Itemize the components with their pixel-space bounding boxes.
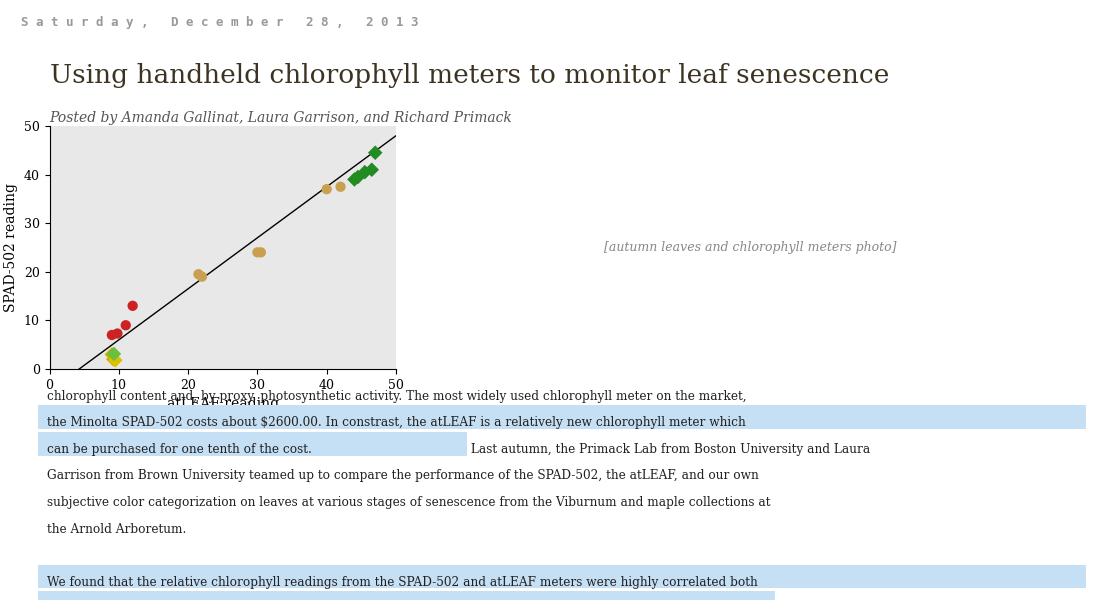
Text: Last autumn, the Primack Lab from Boston University and Laura: Last autumn, the Primack Lab from Boston… xyxy=(468,443,870,456)
Text: Using handheld chlorophyll meters to monitor leaf senescence: Using handheld chlorophyll meters to mon… xyxy=(50,63,889,88)
Point xyxy=(356,167,374,177)
Text: the Arnold Arboretum.: the Arnold Arboretum. xyxy=(47,523,187,536)
Text: S a t u r d a y ,   D e c e m b e r   2 8 ,   2 0 1 3: S a t u r d a y , D e c e m b e r 2 8 , … xyxy=(21,16,418,29)
FancyBboxPatch shape xyxy=(39,591,775,600)
Point xyxy=(124,301,142,311)
Point xyxy=(349,172,366,182)
Point xyxy=(106,349,123,359)
Point xyxy=(109,329,126,338)
Text: Posted by Amanda Gallinat, Laura Garrison, and Richard Primack: Posted by Amanda Gallinat, Laura Garriso… xyxy=(50,112,513,125)
Point xyxy=(318,184,336,194)
Text: We found that the relative chlorophyll readings from the SPAD-502 and atLEAF met: We found that the relative chlorophyll r… xyxy=(47,576,758,589)
Point xyxy=(345,175,363,184)
Point xyxy=(189,269,207,279)
Text: Garrison from Brown University teamed up to compare the performance of the SPAD-: Garrison from Brown University teamed up… xyxy=(47,469,759,482)
Point xyxy=(249,248,266,257)
Text: [autumn leaves and chlorophyll meters photo]: [autumn leaves and chlorophyll meters ph… xyxy=(605,241,896,254)
Text: chlorophyll content and, by proxy, photosynthetic activity. The most widely used: chlorophyll content and, by proxy, photo… xyxy=(47,390,747,403)
Text: can be purchased for one tenth of the cost.: can be purchased for one tenth of the co… xyxy=(47,443,312,456)
Point xyxy=(117,320,134,330)
X-axis label: atLEAF reading: atLEAF reading xyxy=(167,397,278,411)
Point xyxy=(194,272,211,281)
Point xyxy=(363,165,381,175)
Point xyxy=(103,330,121,340)
FancyBboxPatch shape xyxy=(39,405,1086,429)
Point xyxy=(107,355,124,365)
FancyBboxPatch shape xyxy=(39,432,468,455)
Text: subjective color categorization on leaves at various stages of senescence from t: subjective color categorization on leave… xyxy=(47,496,771,509)
Point xyxy=(332,182,350,191)
Point xyxy=(103,350,121,359)
Point xyxy=(366,148,384,158)
Point xyxy=(104,355,122,364)
Point xyxy=(252,248,270,257)
FancyBboxPatch shape xyxy=(39,565,1086,589)
Y-axis label: SPAD-502 reading: SPAD-502 reading xyxy=(4,183,19,312)
Text: the Minolta SPAD-502 costs about $2600.00. In constrast, the atLEAF is a relativ: the Minolta SPAD-502 costs about $2600.0… xyxy=(47,416,746,430)
